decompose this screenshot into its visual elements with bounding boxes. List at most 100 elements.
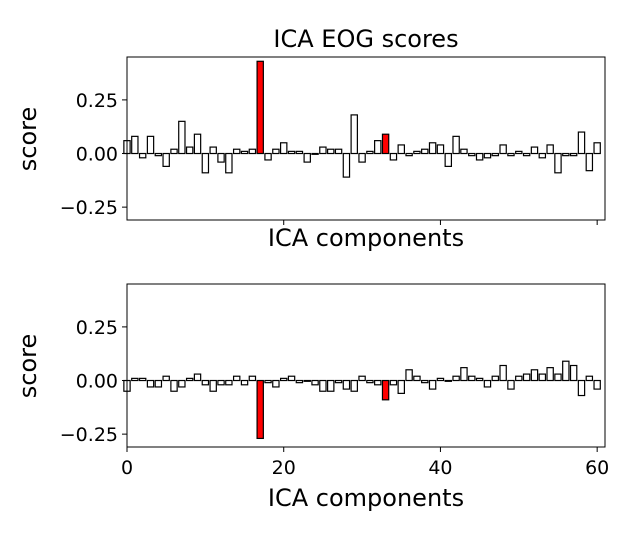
bottom-bar-component-49 <box>507 379 515 390</box>
top-bar-component-25 <box>319 146 327 155</box>
bottom-bar-component-57 <box>569 364 578 382</box>
bottom-bar-component-1 <box>131 377 139 382</box>
top-bar-component-27 <box>334 148 343 155</box>
top-bar-component-35 <box>397 144 405 155</box>
top-bar-component-53 <box>538 152 547 159</box>
bottom-bar-component-12 <box>217 379 225 386</box>
top-bar-component-34 <box>389 152 398 161</box>
bottom-bar-component-45 <box>475 377 484 382</box>
bottom-y-tick-label: 0.00 <box>76 371 118 393</box>
top-bar-component-7 <box>178 120 186 155</box>
top-bar-component-36 <box>405 152 413 157</box>
top-bar-component-3 <box>146 135 155 155</box>
top-scores-plot: −0.25 0.00 0.25 <box>60 56 606 225</box>
bottom-bar-component-54 <box>546 367 554 382</box>
bottom-bar-component-9 <box>193 373 202 382</box>
bottom-bar-component-37 <box>413 375 421 382</box>
top-bar-component-2 <box>138 152 147 159</box>
bottom-y-tick-label: 0.25 <box>76 317 118 339</box>
bottom-bar-component-58 <box>577 379 586 397</box>
bottom-bar-component-7 <box>178 379 186 388</box>
top-bar-component-42 <box>452 135 460 155</box>
bottom-y-axis-label: score <box>14 334 42 399</box>
bottom-bar-component-48 <box>499 364 507 382</box>
top-bar-component-40 <box>436 144 445 155</box>
bottom-bar-component-22 <box>295 379 304 384</box>
bottom-bar-component-19 <box>272 379 280 388</box>
top-bar-component-12 <box>217 152 225 163</box>
top-bar-component-54 <box>546 144 554 155</box>
bottom-bar-component-33 <box>381 379 390 401</box>
bottom-x-tick-label: 0 <box>121 457 133 479</box>
bottom-bar-component-41 <box>444 379 453 382</box>
top-bar-component-41 <box>444 152 453 167</box>
top-bar-component-46 <box>483 152 492 159</box>
bottom-bar-component-34 <box>389 379 398 386</box>
bottom-bar-component-36 <box>405 369 413 382</box>
bottom-bar-component-28 <box>342 379 351 390</box>
bottom-axes-frame <box>126 283 606 448</box>
top-bar-component-22 <box>295 150 304 155</box>
bottom-bar-component-10 <box>201 379 210 386</box>
top-bar-component-9 <box>193 133 202 155</box>
bottom-x-tick-label: 40 <box>428 457 452 479</box>
top-y-tick-label: −0.25 <box>60 197 118 219</box>
top-bar-component-20 <box>279 142 288 155</box>
bottom-bar-component-31 <box>366 379 374 384</box>
bottom-bar-component-30 <box>358 375 366 382</box>
top-bar-component-50 <box>515 150 523 155</box>
top-bar-component-15 <box>240 150 249 155</box>
bottom-bar-component-2 <box>138 377 147 382</box>
top-bar-component-26 <box>327 148 335 155</box>
top-bar-component-51 <box>522 152 531 157</box>
bottom-bar-component-24 <box>311 379 319 386</box>
bottom-bar-component-56 <box>562 360 570 382</box>
bottom-y-tick-label: −0.25 <box>60 424 118 446</box>
top-bar-component-55 <box>554 152 562 174</box>
top-bar-component-48 <box>499 144 507 155</box>
top-bar-component-37 <box>413 150 421 155</box>
bottom-bar-component-6 <box>170 379 178 392</box>
bottom-bar-component-51 <box>522 373 531 382</box>
bottom-bar-component-21 <box>287 375 296 382</box>
top-bar-component-29 <box>350 114 358 155</box>
top-bar-component-43 <box>460 148 468 155</box>
bottom-bar-component-16 <box>248 375 257 382</box>
bottom-bar-component-52 <box>530 369 539 382</box>
top-bar-component-58 <box>577 131 586 155</box>
top-bar-component-10 <box>201 152 210 174</box>
bottom-x-axis-label: ICA components <box>268 484 464 512</box>
bottom-bar-component-46 <box>483 379 492 388</box>
bottom-bar-component-17 <box>256 379 264 440</box>
top-x-axis-label: ICA components <box>268 224 464 252</box>
bottom-bar-component-26 <box>327 379 335 392</box>
top-bar-component-44 <box>468 152 476 157</box>
bottom-bar-component-59 <box>585 375 594 382</box>
top-bar-component-49 <box>507 152 515 157</box>
top-bar-component-23 <box>303 152 311 163</box>
bottom-bar-component-60 <box>593 379 601 390</box>
bottom-bar-component-23 <box>303 379 311 382</box>
bottom-scores-plot: −0.25 0.00 0.25 0 20 40 60 <box>60 283 609 479</box>
bottom-bar-component-42 <box>452 375 460 382</box>
top-bar-component-11 <box>209 146 217 155</box>
top-bar-component-30 <box>358 152 366 163</box>
top-bar-component-6 <box>170 148 178 155</box>
top-bar-component-8 <box>185 146 194 155</box>
bottom-x-tick-label: 20 <box>272 457 296 479</box>
bottom-bar-component-14 <box>232 375 241 382</box>
bottom-bar-component-47 <box>491 375 500 382</box>
top-bar-component-52 <box>530 146 539 155</box>
figure-title: ICA EOG scores <box>273 25 458 53</box>
bottom-bar-component-39 <box>428 379 437 390</box>
bottom-bar-component-35 <box>397 379 405 394</box>
bottom-bar-component-40 <box>436 377 445 382</box>
top-bar-component-13 <box>225 152 233 174</box>
bottom-bar-component-38 <box>421 379 429 384</box>
bottom-bar-component-27 <box>334 379 343 384</box>
bottom-bar-component-55 <box>554 373 562 382</box>
top-bar-component-4 <box>154 152 163 157</box>
bottom-bar-component-18 <box>264 379 272 384</box>
top-bar-component-17 <box>256 60 264 155</box>
